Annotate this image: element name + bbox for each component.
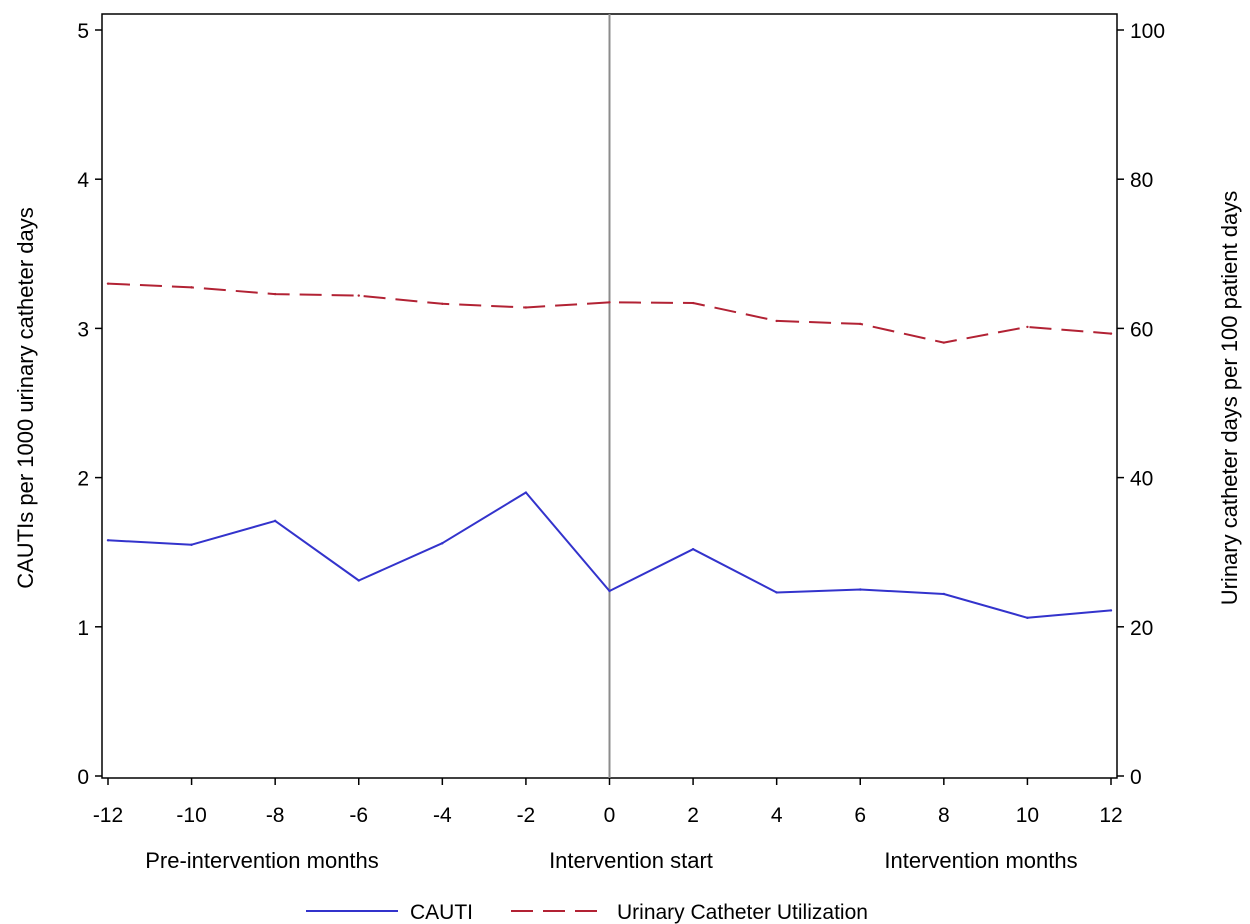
- data-point-utilization: [357, 294, 360, 297]
- y-left-tick-label: 4: [77, 169, 89, 192]
- data-point-cauti: [859, 588, 862, 591]
- x-tick-label: 6: [854, 804, 866, 827]
- data-point-utilization: [942, 341, 946, 344]
- data-point-utilization: [106, 282, 110, 285]
- data-point-cauti: [691, 548, 695, 551]
- y-left-tick-label: 0: [77, 766, 89, 789]
- y-left-tick-label: 3: [77, 318, 89, 341]
- x-tick-label: -6: [349, 804, 368, 827]
- x-tick-label: 12: [1099, 804, 1122, 827]
- data-point-utilization: [273, 292, 277, 296]
- x-region-label-post: Intervention months: [884, 848, 1077, 873]
- x-region-label-start: Intervention start: [549, 848, 713, 873]
- y-axis-right-ticks: 0 20 40 60 80 100: [1117, 20, 1165, 789]
- y-right-tick-label: 100: [1130, 20, 1165, 43]
- data-point-utilization: [775, 319, 778, 323]
- x-tick-label: -10: [176, 804, 206, 827]
- x-tick-label: 4: [771, 804, 783, 827]
- data-point-cauti: [775, 591, 778, 594]
- y-axis-right-title: Urinary catheter days per 100 patient da…: [1217, 191, 1242, 606]
- y-right-tick-label: 40: [1130, 468, 1153, 491]
- y-axis-left-ticks: 0 1 2 3 4 5: [77, 20, 102, 789]
- x-tick-label: -12: [93, 804, 123, 827]
- data-point-utilization: [441, 302, 444, 305]
- x-tick-label: 10: [1016, 804, 1039, 827]
- x-axis-ticks: -12 -10 -8 -6 -4 -2 0 2 4 6 8 10 12: [93, 778, 1123, 827]
- x-tick-label: 2: [687, 804, 699, 827]
- data-point-cauti: [1109, 609, 1113, 612]
- y-left-tick-label: 1: [77, 617, 89, 640]
- y-axis-left-title: CAUTIs per 1000 urinary catheter days: [13, 207, 38, 589]
- data-point-cauti: [1026, 616, 1029, 620]
- data-point-utilization: [1026, 325, 1029, 329]
- x-region-label-pre: Pre-intervention months: [145, 848, 379, 873]
- x-tick-label: -2: [517, 804, 536, 827]
- data-point-utilization: [608, 301, 611, 304]
- y-right-tick-label: 20: [1130, 617, 1153, 640]
- x-tick-label: -4: [433, 804, 452, 827]
- data-point-cauti: [524, 491, 528, 494]
- y-right-tick-label: 0: [1130, 766, 1142, 789]
- data-point-utilization: [1109, 332, 1113, 335]
- y-right-tick-label: 60: [1130, 318, 1153, 341]
- legend-label-utilization: Urinary Catheter Utilization: [617, 901, 868, 924]
- data-point-cauti: [190, 543, 193, 546]
- data-point-cauti: [106, 539, 110, 542]
- y-left-tick-label: 2: [77, 468, 89, 491]
- legend: CAUTI Urinary Catheter Utilization: [306, 901, 868, 924]
- data-point-cauti: [357, 579, 360, 582]
- data-point-utilization: [190, 286, 193, 289]
- x-tick-label: 8: [938, 804, 950, 827]
- y-left-tick-label: 5: [77, 20, 89, 43]
- data-point-utilization: [859, 322, 862, 326]
- data-point-cauti: [608, 589, 611, 593]
- data-point-utilization: [691, 301, 695, 305]
- series-group: [106, 282, 1113, 620]
- x-tick-label: -8: [266, 804, 285, 827]
- x-tick-label: 0: [604, 804, 616, 827]
- data-point-utilization: [524, 306, 528, 309]
- legend-label-cauti: CAUTI: [410, 901, 473, 924]
- data-point-cauti: [273, 519, 277, 523]
- data-point-cauti: [942, 592, 946, 596]
- y-right-tick-label: 80: [1130, 169, 1153, 192]
- data-point-cauti: [441, 542, 444, 545]
